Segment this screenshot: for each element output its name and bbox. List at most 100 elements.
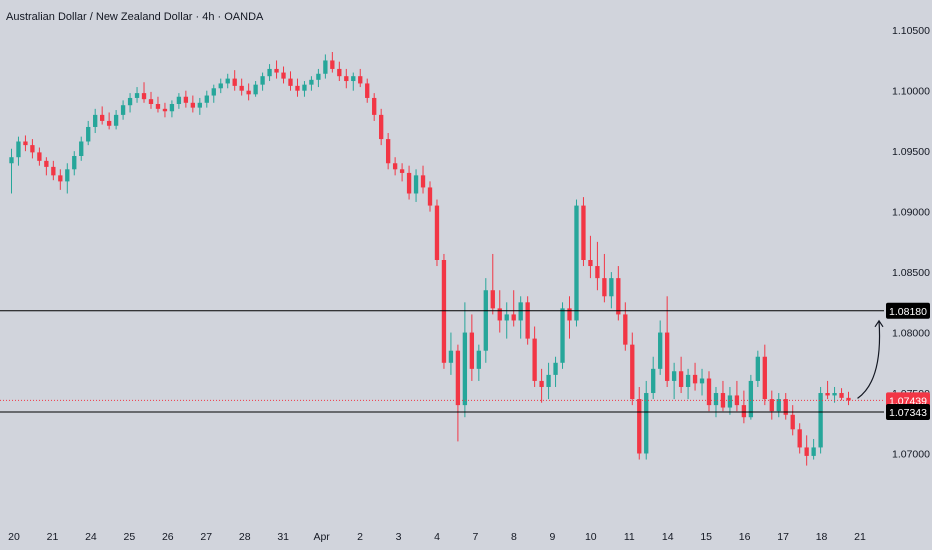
candle: [504, 302, 509, 339]
candle: [232, 70, 237, 91]
candle: [58, 169, 63, 190]
candle: [476, 344, 481, 381]
candle-body: [127, 97, 133, 106]
candle: [295, 78, 300, 97]
candle: [211, 84, 216, 103]
candle: [441, 253, 447, 369]
candle-body: [72, 156, 77, 170]
candle-body: [155, 104, 161, 109]
candle: [769, 390, 774, 420]
candle: [197, 97, 202, 115]
x-tick-label: 21: [854, 531, 866, 543]
chart-title: Australian Dollar / New Zealand Dollar ·…: [6, 11, 264, 23]
candle: [588, 235, 593, 279]
x-tick-label: 11: [624, 531, 635, 543]
candle: [344, 68, 349, 89]
up-arrow-path: [857, 320, 881, 399]
candle: [323, 54, 328, 79]
candle: [316, 68, 321, 88]
x-tick-label: 7: [473, 531, 479, 543]
candle-body: [546, 374, 551, 387]
candle: [44, 157, 49, 176]
candle-body: [274, 68, 279, 73]
candle: [658, 320, 663, 375]
candle: [846, 391, 851, 406]
candle: [392, 157, 398, 176]
candle-body: [337, 68, 342, 77]
candle: [281, 66, 286, 84]
candle-body: [281, 72, 286, 79]
candle-body: [462, 332, 468, 406]
candle: [162, 102, 168, 118]
x-tick-label: 2: [357, 531, 363, 543]
candle-body: [448, 350, 454, 363]
level-badge: 1.08180: [886, 302, 930, 319]
candle: [169, 100, 175, 118]
candle-body: [602, 278, 607, 297]
candle: [65, 163, 70, 194]
candle-body: [100, 114, 105, 121]
candle-body: [748, 380, 754, 418]
candle-body: [762, 356, 767, 400]
candle: [609, 272, 614, 309]
x-tick-label: 15: [700, 531, 712, 543]
candle: [204, 90, 209, 108]
candle: [692, 362, 698, 391]
x-tick-label: 18: [816, 531, 828, 543]
candle: [246, 83, 251, 101]
candle: [100, 106, 105, 125]
candle: [253, 81, 258, 97]
candle: [518, 296, 523, 339]
x-tick-label: 10: [585, 531, 597, 543]
candle-body: [706, 378, 712, 406]
candle-body: [120, 105, 126, 115]
candle-body: [741, 405, 747, 418]
x-tick-label: 25: [124, 531, 136, 543]
candle: [532, 326, 537, 387]
candle-body: [309, 79, 314, 85]
candle: [37, 147, 42, 166]
candle: [825, 380, 830, 400]
candle: [511, 290, 516, 327]
candle: [434, 199, 440, 267]
candle-body: [176, 96, 182, 104]
candle-body: [197, 102, 202, 108]
candle: [685, 368, 691, 400]
candle: [574, 199, 579, 327]
candle: [127, 93, 133, 113]
candle: [120, 100, 126, 120]
candle-body: [51, 166, 56, 176]
candle-body: [134, 93, 140, 98]
candle-body: [37, 152, 42, 161]
candle: [546, 362, 551, 400]
candle-body: [664, 332, 670, 381]
candle: [23, 135, 28, 152]
candle: [811, 438, 816, 460]
level-badge: 1.07343: [886, 404, 930, 421]
candle-body: [783, 399, 788, 415]
candle-body: [365, 83, 370, 98]
x-tick-label: 14: [662, 531, 674, 543]
candle-body: [797, 429, 802, 448]
x-tick-label: 27: [200, 531, 212, 543]
time-axis[interactable]: 20 21 24 25 26 27 28 31 Apr 2 3 4 7 8 9 10 11 14 15 16 17 18 2…: [8, 531, 866, 543]
candle-body: [106, 120, 112, 126]
candle: [595, 241, 600, 291]
candle: [602, 253, 607, 303]
candle: [399, 163, 405, 182]
level-badge-text: 1.07343: [889, 407, 927, 419]
candle: [358, 68, 363, 88]
candle: [706, 371, 712, 412]
candle-body: [560, 308, 565, 363]
candle-body: [581, 205, 586, 260]
x-tick-label: 20: [8, 531, 20, 543]
candle: [406, 165, 412, 200]
candle: [581, 197, 586, 267]
candle-body: [699, 378, 705, 384]
candle-body: [358, 76, 363, 84]
x-tick-label: 21: [47, 531, 59, 543]
candle: [804, 435, 809, 466]
